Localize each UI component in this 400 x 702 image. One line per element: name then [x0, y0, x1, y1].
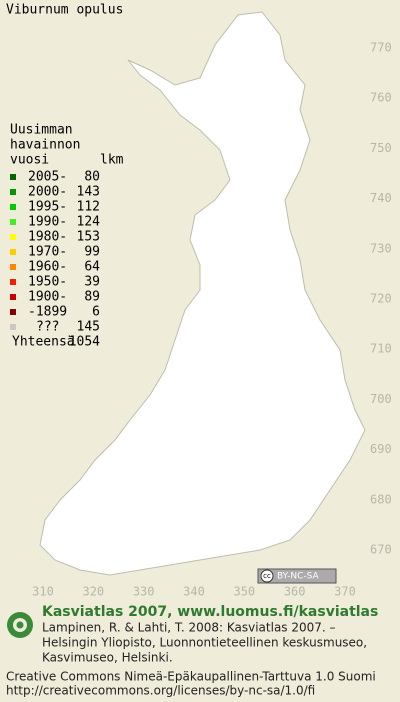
- legend-label: 1950-: [28, 275, 67, 290]
- y-axis-label: 760: [370, 91, 392, 105]
- citation-line: Helsingin Yliopisto, Luonnontieteellinen…: [42, 636, 367, 650]
- license-line: http://creativecommons.org/licenses/by-n…: [6, 684, 315, 698]
- legend-count: 64: [84, 260, 100, 275]
- footer: Lampinen, R. & Lahti, T. 2008: Kasviatla…: [6, 621, 376, 698]
- legend-total: 1054: [69, 335, 100, 350]
- logo: [7, 612, 33, 638]
- y-axis-label: 720: [370, 292, 392, 306]
- legend-swatch: [10, 219, 16, 225]
- x-axis-label: 340: [183, 585, 205, 599]
- legend-swatch: [10, 294, 16, 300]
- legend-label: 1900-: [28, 290, 67, 305]
- legend-label: 1995-: [28, 200, 67, 215]
- legend-label: 1980-: [28, 230, 67, 245]
- legend-label: 1970-: [28, 245, 67, 260]
- legend-label: 1990-: [28, 215, 67, 230]
- legend-swatch: [10, 174, 16, 180]
- legend-label: 2000-: [28, 185, 67, 200]
- legend-swatch: [10, 234, 16, 240]
- citation-line: Lampinen, R. & Lahti, T. 2008: Kasviatla…: [42, 621, 336, 635]
- x-axis-label: 360: [284, 585, 306, 599]
- y-axis-label: 670: [370, 543, 392, 557]
- legend-count: 143: [77, 185, 100, 200]
- legend-count: 80: [84, 170, 100, 185]
- cc-badge: cc BY-NC-SA: [257, 568, 337, 584]
- y-axis-label: 740: [370, 191, 392, 205]
- y-axis-label: 750: [370, 141, 392, 155]
- legend-swatch: [10, 324, 16, 330]
- citation-line: Kasvimuseo, Helsinki.: [42, 651, 173, 665]
- legend-count: 145: [77, 320, 100, 335]
- legend-count: 6: [92, 305, 100, 320]
- legend-swatch: [10, 204, 16, 210]
- license-line: Creative Commons Nimeä-Epäkaupallinen-Ta…: [6, 670, 376, 684]
- legend-label: 2005-: [28, 170, 67, 185]
- legend-count: 39: [84, 275, 100, 290]
- x-axis-label: 320: [82, 585, 104, 599]
- x-axis-label: 350: [233, 585, 255, 599]
- legend-heading: havainnon: [10, 138, 80, 153]
- legend-count: 89: [84, 290, 100, 305]
- x-axis-label: 370: [334, 585, 356, 599]
- legend-count: 153: [77, 230, 100, 245]
- footer-heading: Kasviatlas 2007, www.luomus.fi/kasviatla…: [42, 604, 378, 620]
- legend-swatch: [10, 264, 16, 270]
- cc-text: BY-NC-SA: [277, 572, 320, 582]
- y-axis-label: 700: [370, 392, 392, 406]
- legend-swatch: [10, 189, 16, 195]
- finland-outline: [39, 11, 366, 576]
- legend-heading: Uusimman: [10, 123, 73, 138]
- y-axis-label: 770: [370, 41, 392, 55]
- legend-total-label: Yhteensä: [12, 335, 75, 350]
- y-axis-label: 690: [370, 442, 392, 456]
- legend-column: lkm: [100, 153, 124, 168]
- legend-swatch: [10, 309, 16, 315]
- legend-label: ???: [36, 320, 59, 335]
- legend-swatch: [10, 279, 16, 285]
- legend-count: 112: [77, 200, 100, 215]
- legend-swatch: [10, 249, 16, 255]
- y-axis-label: 730: [370, 241, 392, 255]
- legend-label: 1960-: [28, 260, 67, 275]
- legend-count: 99: [84, 245, 100, 260]
- x-axis-label: 330: [133, 585, 155, 599]
- legend-column: vuosi: [10, 153, 49, 168]
- legend-count: 124: [77, 215, 101, 230]
- y-axis-label: 680: [370, 492, 392, 506]
- x-axis-label: 310: [32, 585, 54, 599]
- y-axis-label: 710: [370, 342, 392, 356]
- title: Viburnum opulus: [6, 3, 123, 18]
- cc-mark: cc: [263, 572, 271, 580]
- legend-label: -1899: [28, 305, 67, 320]
